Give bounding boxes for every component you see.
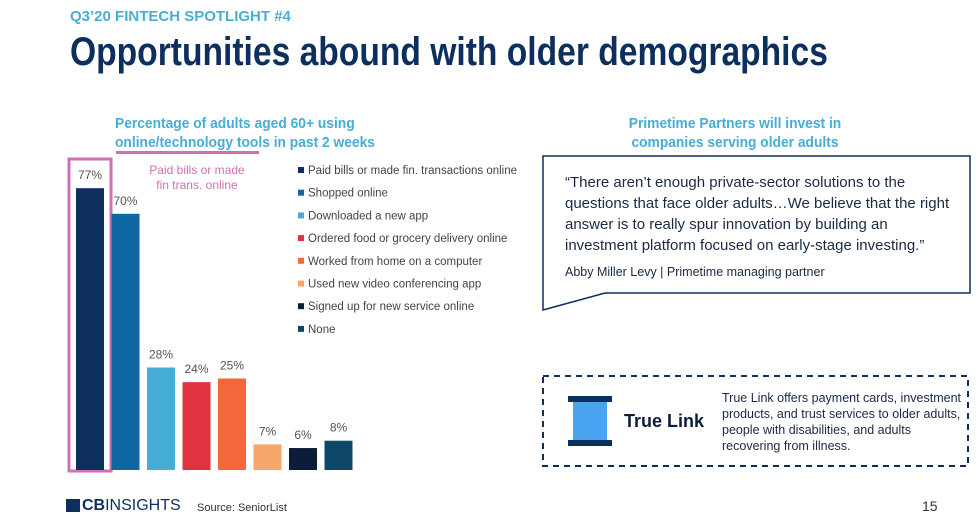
value-label: 8% — [330, 421, 348, 435]
value-label: 25% — [220, 359, 244, 373]
value-label: 6% — [294, 428, 312, 442]
bar — [324, 440, 353, 470]
company-text: True Link offers payment cards, investme… — [722, 391, 961, 453]
icon-part — [573, 402, 607, 440]
legend-label: Worked from home on a computer — [308, 256, 482, 268]
bar — [253, 444, 282, 470]
company-logo: True Link — [624, 411, 705, 431]
speech-bubble — [542, 155, 971, 311]
bar — [111, 213, 140, 471]
legend-label: Used new video conferencing app — [308, 279, 481, 291]
footer-logo: CBINSIGHTS — [82, 497, 181, 515]
legend-swatch — [298, 212, 304, 219]
legend-label: Signed up for new service online — [308, 301, 474, 313]
value-label: 77% — [78, 168, 102, 182]
quote-text: “There aren’t enough private-sector solu… — [565, 174, 950, 254]
legend-swatch — [298, 325, 304, 332]
value-label: 24% — [184, 362, 208, 376]
bar — [218, 378, 246, 470]
value-label: 7% — [259, 424, 277, 438]
logo-bold: CB — [82, 497, 106, 514]
legend-swatch — [298, 235, 304, 242]
highlight-box — [67, 157, 113, 473]
legend-label: Downloaded a new app — [308, 210, 428, 222]
source: Source: SeniorList — [197, 502, 287, 514]
legend-swatch — [298, 257, 304, 264]
legend-swatch — [298, 189, 304, 196]
legend-swatch — [298, 303, 304, 310]
kicker: Q3’20 FINTECH SPOTLIGHT #4 — [70, 8, 291, 25]
value-label: 70% — [113, 194, 137, 208]
value-label: 28% — [149, 348, 173, 362]
legend-label: Paid bills or made fin. transactions onl… — [308, 165, 517, 177]
legend-swatch — [298, 280, 304, 287]
legend-label: None — [308, 324, 336, 336]
annotation: Paid bills or made fin trans. online — [149, 163, 245, 192]
legend-label: Shopped online — [308, 188, 388, 200]
slide-title: Opportunities abound with older demograp… — [70, 30, 828, 74]
page-number: 15 — [922, 498, 938, 514]
bar — [76, 188, 104, 470]
bar — [147, 367, 175, 470]
icon-part — [568, 396, 612, 402]
chart-title: Percentage of adults aged 60+ using onli… — [115, 115, 375, 151]
legend-swatch — [298, 167, 304, 173]
logo-rest: INSIGHTS — [105, 497, 181, 514]
bar — [289, 448, 317, 470]
icon-part — [568, 440, 612, 446]
title-underline — [116, 151, 259, 154]
footer-icon — [66, 499, 80, 512]
bar — [182, 382, 211, 470]
company-box — [542, 375, 969, 467]
legend-label: Ordered food or grocery delivery online — [308, 233, 507, 245]
quote-heading: Primetime Partners will invest in compan… — [628, 115, 842, 151]
quote-attribution: Abby Miller Levy | Primetime managing pa… — [565, 265, 825, 279]
